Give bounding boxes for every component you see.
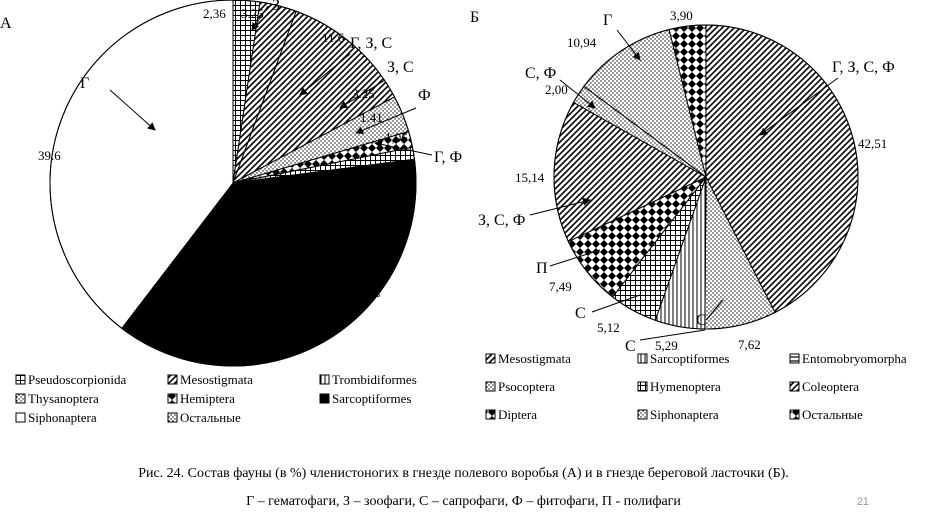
pie-b-leader-1 bbox=[705, 299, 724, 321]
pie-a-leader-3 bbox=[355, 107, 417, 134]
figure-caption: Рис. 24. Состав фауны (в %) членистоноги… bbox=[138, 466, 789, 481]
pie-b-leader-2 bbox=[639, 329, 706, 341]
pie-b-leader-7 bbox=[616, 29, 641, 61]
legend-a-swatch-7 bbox=[167, 412, 178, 423]
pie-a-leader-0 bbox=[251, 5, 269, 31]
legend-b-swatch-5 bbox=[789, 381, 800, 392]
pie-a-leader-5 bbox=[349, 279, 368, 295]
pie-b-leader-5 bbox=[529, 197, 591, 216]
pie-chart-b bbox=[553, 24, 859, 330]
pie-chart-a bbox=[49, 0, 417, 367]
pie-b-value-label-8: 3,90 bbox=[670, 8, 693, 23]
legend-b-swatch-8 bbox=[789, 409, 800, 420]
pie-b-value-label-2: 5,29 bbox=[655, 338, 678, 353]
legend-b-item-8: Остальные bbox=[802, 407, 863, 422]
pie-a-group-label-0: З bbox=[272, 0, 280, 14]
pie-a-leader-1 bbox=[299, 53, 351, 96]
pie-a-value-label-0: 2,36 bbox=[203, 6, 226, 21]
legend-b-item-0: Mesostigmata bbox=[498, 351, 571, 366]
pie-a-group-label-1: Г, З, С bbox=[350, 35, 392, 52]
legend-b: Mesostigmata Sarcoptiformes Entomobryomorp… bbox=[485, 351, 907, 422]
legend-a-swatch-6 bbox=[15, 412, 26, 423]
pie-b-value-label-7: 10,94 bbox=[567, 35, 597, 50]
panel-label-b: Б bbox=[470, 9, 479, 26]
pie-a-leader-4 bbox=[374, 140, 433, 156]
pie-a-group-label-2: З, С bbox=[387, 59, 414, 76]
legend-b-item-3: Psocoptera bbox=[498, 379, 555, 394]
legend-a-item-7: Остальные bbox=[180, 410, 241, 425]
legend-a-item-5: Sarcoptiformes bbox=[332, 391, 411, 406]
pie-b-value-label-0: 42,51 bbox=[858, 136, 887, 151]
pie-b-value-label-6: 2,00 bbox=[545, 82, 568, 97]
pie-a-value-label-1: 3.25 bbox=[241, 6, 264, 21]
pie-a-group-label-3: Ф bbox=[418, 87, 431, 104]
legend-b-item-7: Siphonaptera bbox=[650, 407, 719, 422]
pie-a-value-label-5: 1,06 bbox=[385, 130, 408, 145]
legend-a-swatch-4 bbox=[167, 393, 178, 404]
legend-a-swatch-1 bbox=[167, 374, 178, 385]
legend-a-item-0: Pseudoscorpionida bbox=[28, 372, 126, 387]
pie-a-value-label-2: 11,6 bbox=[322, 30, 345, 45]
pie-b-group-label-4: П bbox=[536, 260, 548, 277]
legend-b-item-1: Sarcoptiformes bbox=[650, 351, 729, 366]
pie-a-group-label-5: С bbox=[370, 284, 381, 301]
pie-b-leader-4 bbox=[549, 249, 601, 267]
panel-label-a: А bbox=[0, 15, 12, 32]
legend-a-swatch-3 bbox=[15, 393, 26, 404]
pie-b-value-label-5: 15,14 bbox=[515, 170, 545, 185]
legend-a-item-6: Siphonaptera bbox=[28, 410, 97, 425]
legend-b-item-4: Hymenoptera bbox=[650, 379, 721, 394]
pie-a-group-label-4: Г, Ф bbox=[434, 149, 462, 166]
legend-a-item-2: Trombidiformes bbox=[332, 372, 417, 387]
pie-b-group-label-3: С bbox=[575, 305, 586, 322]
page-number: 21 bbox=[856, 496, 869, 508]
figure-caption-legend: Г – гематофаги, З – зоофаги, С – сапрофа… bbox=[246, 494, 681, 509]
pie-b-group-label-6: С, Ф bbox=[525, 65, 556, 82]
pie-a-outline bbox=[49, 0, 417, 367]
legend-a-swatch-0 bbox=[15, 374, 26, 385]
legend-b-swatch-7 bbox=[637, 409, 648, 420]
legend-b-swatch-3 bbox=[485, 381, 496, 392]
legend-a-item-3: Thysanoptera bbox=[28, 391, 99, 406]
pie-b-value-label-3: 5,12 bbox=[597, 320, 620, 335]
pie-a-group-label-6: Г bbox=[80, 75, 89, 92]
pie-a-value-label-6: 37,46 bbox=[318, 314, 348, 329]
legend-a-item-4: Hemiptera bbox=[180, 391, 235, 406]
pie-b-group-label-2: С bbox=[625, 338, 636, 355]
pie-b-leader-3 bbox=[591, 294, 641, 313]
pie-a-leader-2 bbox=[339, 79, 386, 109]
pie-b-value-label-1: 7,62 bbox=[738, 337, 761, 352]
legend-b-swatch-6 bbox=[485, 409, 496, 420]
pie-b-group-label-5: З, С, Ф bbox=[478, 212, 525, 229]
pie-b-group-label-0: Г, З, С, Ф bbox=[832, 59, 895, 76]
legend-a: Pseudoscorpionida Mesostigmata Trombidifor… bbox=[15, 372, 417, 425]
legend-b-swatch-2 bbox=[789, 353, 800, 364]
legend-a-swatch-5 bbox=[319, 393, 330, 404]
pie-a-value-label-4: 1.41 bbox=[360, 110, 383, 125]
legend-b-item-2: Entomobryomorpha bbox=[802, 351, 907, 366]
legend-b-swatch-4 bbox=[637, 381, 648, 392]
pie-b-leader-6 bbox=[559, 79, 596, 109]
legend-b-item-5: Coleoptera bbox=[802, 379, 859, 394]
legend-b-item-6: Diptera bbox=[498, 407, 537, 422]
pie-b-outline bbox=[553, 24, 859, 330]
pie-a-leader-6 bbox=[109, 89, 156, 131]
legend-b-swatch-1 bbox=[637, 353, 648, 364]
pie-b-value-label-4: 7,49 bbox=[549, 279, 572, 294]
pie-b-leader-0 bbox=[759, 77, 839, 136]
pie-b-group-label-7: Г bbox=[603, 12, 612, 29]
pie-a-value-label-7: 39.6 bbox=[38, 148, 61, 163]
legend-b-swatch-0 bbox=[485, 353, 496, 364]
legend-a-item-1: Mesostigmata bbox=[180, 372, 253, 387]
legend-a-swatch-2 bbox=[319, 374, 330, 385]
pie-b-group-label-1: С bbox=[696, 312, 707, 329]
